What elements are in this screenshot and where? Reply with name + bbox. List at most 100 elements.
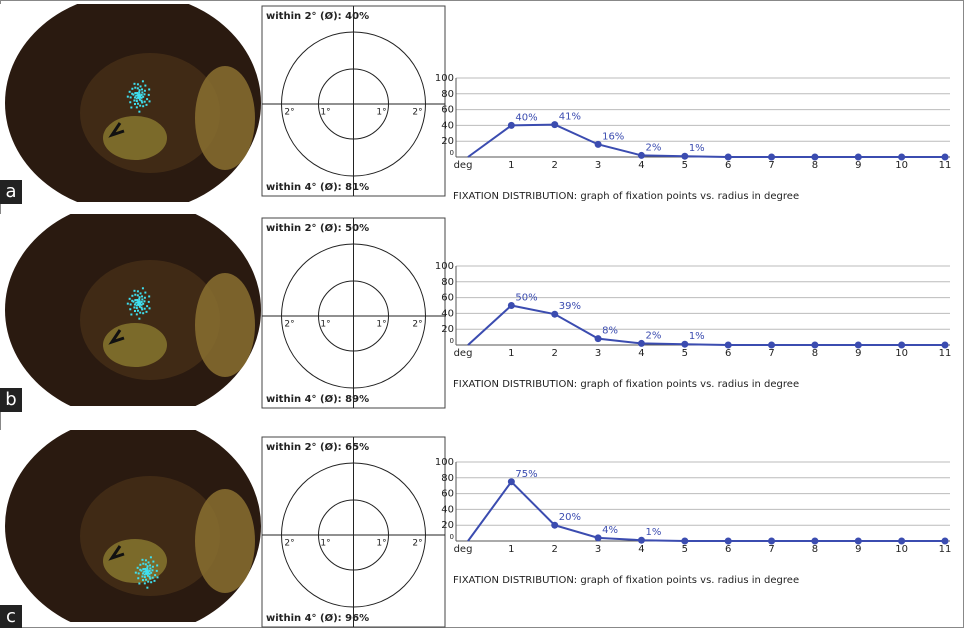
fixation-spot [153, 580, 155, 582]
fixation-spot [141, 559, 143, 561]
disc [195, 273, 255, 377]
value-label: 75% [515, 469, 537, 480]
fixation-spot [139, 302, 141, 304]
fixation-spot [139, 564, 141, 566]
x-tick-label: 7 [768, 544, 774, 555]
value-label: 2% [645, 142, 661, 153]
value-label: 1% [645, 527, 661, 538]
fixation-spot [131, 88, 133, 90]
fixation-spot [144, 573, 146, 575]
fixation-spot [141, 307, 143, 309]
data-point [898, 154, 905, 161]
fixation-spot [149, 577, 151, 579]
fixation-spot [134, 87, 136, 89]
caption: FIXATION DISTRIBUTION: graph of fixation… [453, 575, 799, 586]
x-tick-label: 9 [855, 544, 861, 555]
fixation-spot [141, 101, 143, 103]
data-point [855, 342, 862, 349]
x-tick-label: 4 [638, 348, 644, 359]
fixation-spot [138, 298, 140, 300]
y-tick-label: 0 [450, 149, 454, 157]
fixation-spot [144, 297, 146, 299]
ring-label: 2° [284, 320, 294, 330]
fixation-spot [129, 308, 131, 310]
fixation-spot [137, 577, 139, 579]
fixation-spot [143, 93, 145, 95]
fixation-spot [142, 572, 144, 574]
data-point [638, 340, 645, 347]
value-label: 20% [559, 512, 581, 523]
lesion [103, 323, 167, 367]
x-tick-label: 3 [595, 348, 601, 359]
fixation-spot [144, 85, 146, 87]
value-label: 4% [602, 525, 618, 536]
disc [195, 489, 255, 593]
fixation-spot [136, 97, 138, 99]
panel-letter: a [5, 181, 16, 202]
data-point [551, 121, 558, 128]
ring-label: 2° [412, 539, 422, 549]
value-label: 16% [602, 131, 624, 142]
data-point [508, 302, 515, 309]
fixation-spot [138, 572, 140, 574]
within-4: within 4° (Ø): 89% [266, 393, 369, 405]
fixation-spot [134, 303, 136, 305]
panel-letter: b [5, 389, 16, 410]
value-label: 41% [559, 112, 581, 123]
fixation-spot [147, 575, 149, 577]
x-tick-label: 6 [725, 160, 731, 171]
fixation-spot [141, 575, 143, 577]
value-label: 2% [645, 330, 661, 341]
x-tick-label: 6 [725, 348, 731, 359]
data-point [508, 122, 515, 129]
within-4: within 4° (Ø): 96% [266, 612, 369, 624]
fixation-spot [145, 311, 147, 313]
y-tick-label: 80 [441, 89, 454, 100]
fixation-spot [137, 103, 139, 105]
ring-label: 1° [376, 539, 386, 549]
ring-label: 2° [284, 539, 294, 549]
fixation-spot [149, 307, 151, 309]
fixation-spot [148, 88, 150, 90]
fixation-spot [149, 567, 151, 569]
fixation-spot [142, 287, 144, 289]
fixation-spot [156, 570, 158, 572]
data-point [855, 154, 862, 161]
y-tick-label: 80 [441, 473, 454, 484]
y-tick-label: 60 [441, 293, 454, 304]
ring-label: 2° [284, 108, 294, 118]
ring-label: 1° [376, 108, 386, 118]
y-tick-label: 40 [441, 120, 454, 131]
fixation-spot [134, 96, 136, 98]
x-tick-label: 2 [552, 160, 558, 171]
fixation-spot [148, 561, 150, 563]
ring-label: 1° [320, 108, 330, 118]
fixation-spot [137, 567, 139, 569]
fixation-spot [145, 104, 147, 106]
fixation-spot [130, 106, 132, 108]
fixation-spot [130, 96, 132, 98]
fixation-spot [141, 91, 143, 93]
fixation-spot [142, 579, 144, 581]
fixation-spot [144, 101, 146, 103]
ring-label: 1° [376, 320, 386, 330]
fixation-spot [129, 298, 131, 300]
x-tick-label: 4 [638, 160, 644, 171]
x-tick-label: 3 [595, 160, 601, 171]
y-tick-label: 100 [435, 457, 454, 468]
y-tick-label: 0 [450, 533, 454, 541]
y-tick-label: 60 [441, 105, 454, 116]
x-tick-label: 11 [939, 348, 952, 359]
figure: awithin 2° (Ø): 40%within 4° (Ø): 81%2°1… [0, 0, 964, 628]
x-tick-label: 3 [595, 544, 601, 555]
fixation-spot [133, 99, 135, 101]
value-label: 1% [689, 331, 705, 342]
data-point [855, 538, 862, 545]
data-point [638, 537, 645, 544]
fixation-spot [130, 303, 132, 305]
fixation-spot [157, 576, 159, 578]
x-tick-label: 9 [855, 348, 861, 359]
data-point [811, 538, 818, 545]
fixation-spot [147, 565, 149, 567]
x-tick-label: 11 [939, 160, 952, 171]
